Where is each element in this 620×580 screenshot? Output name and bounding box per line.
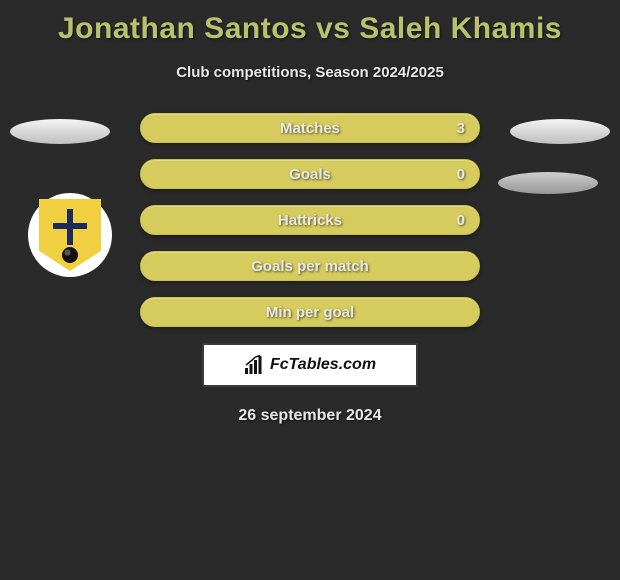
comparison-area: Matches 3 Goals 0 Hattricks 0 Goals per … bbox=[0, 113, 620, 425]
stat-value: 0 bbox=[457, 166, 465, 183]
player-left-avatar-placeholder bbox=[10, 119, 110, 144]
stat-value: 3 bbox=[457, 120, 465, 137]
club-badge-shield bbox=[39, 199, 101, 271]
stat-value: 0 bbox=[457, 212, 465, 229]
stat-label: Hattricks bbox=[278, 212, 342, 229]
chart-icon bbox=[244, 355, 264, 375]
player-right-avatar-placeholder bbox=[510, 119, 610, 144]
stat-label: Goals per match bbox=[251, 258, 369, 275]
stat-bar-goals: Goals 0 bbox=[140, 159, 480, 189]
stat-label: Goals bbox=[289, 166, 331, 183]
brand-box: FcTables.com bbox=[202, 343, 418, 387]
stat-bar-min-per-goal: Min per goal bbox=[140, 297, 480, 327]
club-badge bbox=[28, 193, 112, 277]
stat-bar-hattricks: Hattricks 0 bbox=[140, 205, 480, 235]
stat-bars: Matches 3 Goals 0 Hattricks 0 Goals per … bbox=[140, 113, 480, 327]
page-title: Jonathan Santos vs Saleh Khamis bbox=[0, 0, 620, 46]
stat-label: Matches bbox=[280, 120, 340, 137]
date-text: 26 september 2024 bbox=[0, 407, 620, 425]
subtitle: Club competitions, Season 2024/2025 bbox=[0, 64, 620, 81]
club-badge-ball-icon bbox=[62, 247, 78, 263]
stat-bar-matches: Matches 3 bbox=[140, 113, 480, 143]
stat-bar-goals-per-match: Goals per match bbox=[140, 251, 480, 281]
player-right-avatar-placeholder-2 bbox=[498, 172, 598, 194]
stat-label: Min per goal bbox=[266, 304, 354, 321]
brand-text: FcTables.com bbox=[270, 356, 376, 374]
